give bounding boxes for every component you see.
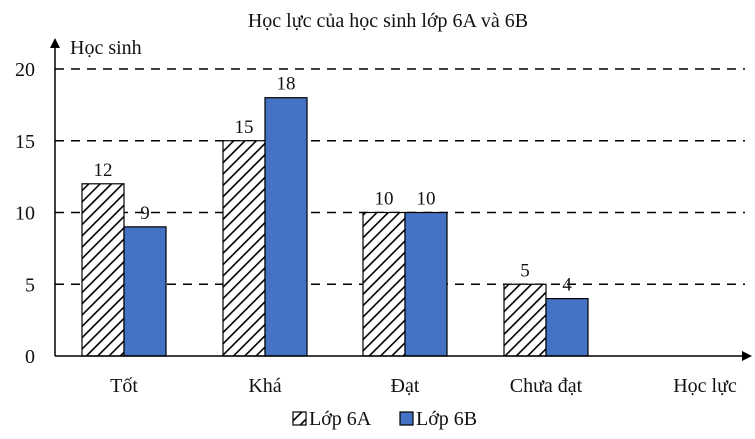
x-tick-label: Tốt — [110, 375, 138, 397]
bar-6b-1 — [264, 97, 308, 357]
legend: Lớp 6A Lớp 6B — [292, 408, 477, 430]
y-axis-label: Học sinh — [70, 37, 142, 59]
bar-6a-2 — [362, 211, 406, 357]
legend-label: Lớp 6B — [416, 408, 477, 430]
data-label: 5 — [520, 260, 530, 281]
legend-label: Lớp 6A — [309, 408, 372, 430]
bar-6b-2 — [404, 211, 448, 357]
y-tick-label: 15 — [15, 131, 35, 153]
x-tick-label: Đạt — [391, 375, 420, 397]
x-tick-label: Chưa đạt — [510, 375, 583, 397]
bar-6a-1 — [222, 140, 266, 357]
bar-6a-0 — [81, 183, 125, 357]
legend-swatch-6a — [292, 411, 307, 426]
data-label: 10 — [375, 189, 394, 210]
y-tick-label: 5 — [25, 274, 35, 296]
data-label: 4 — [562, 275, 572, 296]
x-axis-arrow — [742, 351, 752, 361]
y-tick-label: 0 — [25, 346, 35, 368]
bars — [81, 97, 589, 357]
bar-6a-3 — [503, 283, 547, 357]
x-axis-label: Học lực — [673, 375, 737, 397]
data-label: 10 — [417, 189, 436, 210]
y-tick-label: 10 — [15, 203, 35, 225]
chart-title: Học lực của học sinh lớp 6A và 6B — [248, 10, 528, 32]
data-label: 12 — [94, 160, 113, 181]
y-axis-arrow — [50, 38, 60, 48]
data-label: 18 — [277, 74, 296, 95]
x-axis-ticks: Tốt Khá Đạt Chưa đạt — [110, 375, 583, 397]
data-label: 15 — [235, 117, 254, 138]
bar-6b-0 — [123, 226, 167, 357]
data-label: 9 — [140, 203, 150, 224]
legend-swatch-6b — [399, 411, 414, 426]
y-tick-label: 20 — [15, 59, 35, 81]
y-axis-ticks: 0 5 10 15 20 — [15, 59, 35, 368]
bar-6b-3 — [545, 298, 589, 357]
x-tick-label: Khá — [248, 375, 281, 397]
data-labels: 12 15 10 5 9 18 10 4 — [94, 74, 573, 296]
